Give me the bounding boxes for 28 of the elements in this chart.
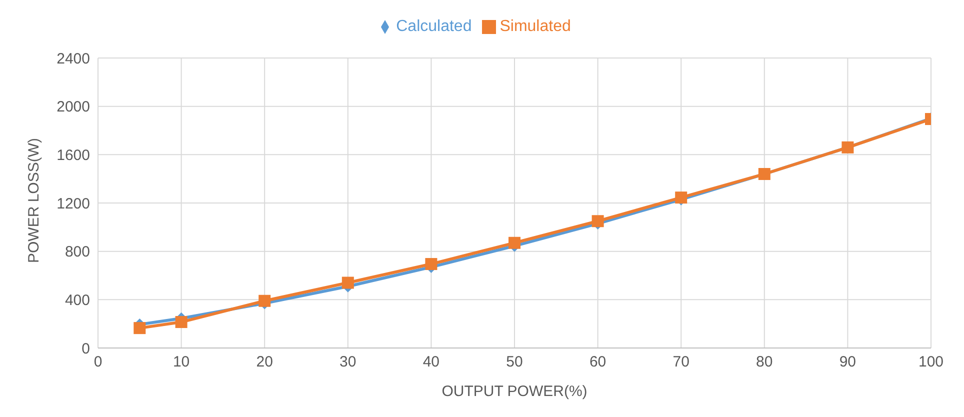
point: [175, 316, 188, 328]
y-tick-label: 2000: [56, 98, 90, 116]
x-tick-label: 30: [340, 354, 356, 371]
x-tick-label: 50: [506, 354, 523, 371]
legend-label: Simulated: [500, 18, 571, 35]
x-tick-label: 90: [839, 354, 856, 371]
x-tick-label: 60: [589, 354, 606, 371]
y-tick-label: 1200: [56, 195, 90, 212]
x-tick-label: 70: [672, 354, 690, 371]
x-axis-title: OUTPUT POWER(%): [442, 383, 588, 400]
point: [342, 276, 354, 289]
y-tick-label: 2400: [56, 50, 90, 68]
x-tick-label: 0: [94, 354, 102, 371]
y-axis-title: POWER LOSS(W): [25, 138, 42, 263]
y-tick-label: 800: [64, 244, 90, 261]
x-tick-label: 20: [256, 354, 273, 371]
y-tick-label: 0: [82, 340, 90, 358]
x-tick-label: 40: [422, 354, 440, 371]
y-tick-label: 400: [64, 292, 90, 309]
y-tick-label: 1600: [56, 146, 90, 164]
point: [134, 322, 146, 334]
x-tick-label: 10: [172, 354, 190, 371]
point: [258, 294, 271, 307]
point: [592, 215, 604, 228]
point: [425, 258, 438, 270]
legend-label: Calculated: [396, 18, 472, 35]
x-tick-label: 100: [918, 354, 944, 371]
x-tick-label: 80: [756, 354, 773, 371]
